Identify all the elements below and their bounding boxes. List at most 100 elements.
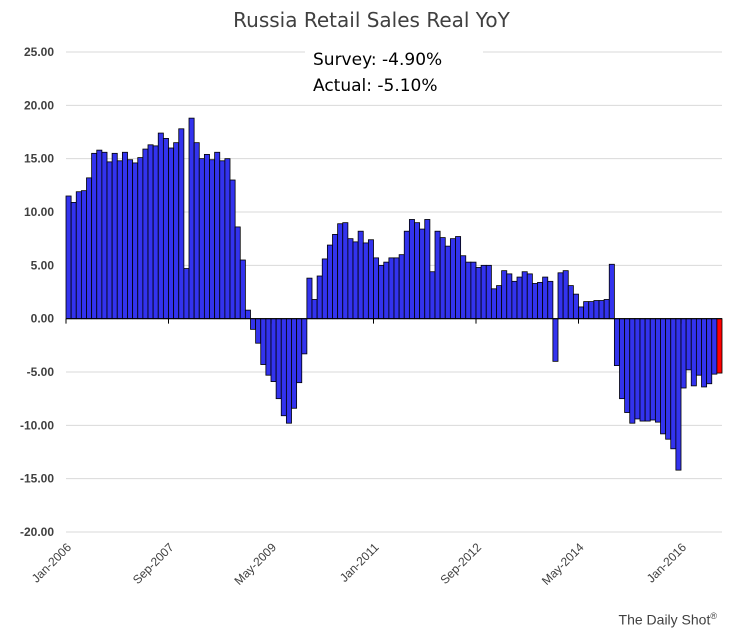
bar (634, 318, 641, 420)
survey-annotation: Survey: -4.90% (305, 50, 483, 70)
bar (265, 318, 272, 376)
bar (562, 270, 569, 320)
chart-title: Russia Retail Sales Real YoY (233, 8, 510, 32)
bar (654, 318, 661, 423)
bar (373, 257, 380, 320)
bar (147, 144, 154, 320)
bar (86, 177, 93, 320)
bar (711, 318, 718, 375)
y-axis-labels: 25.00 20.00 15.00 10.00 5.00 0.00 -5.00 -10.00 -… (20, 45, 54, 539)
y-tick-label: 15.00 (24, 152, 54, 166)
bar (506, 273, 513, 320)
zero-axis (65, 318, 722, 324)
bar (209, 159, 216, 320)
y-tick-label: -10.00 (20, 418, 54, 432)
bar (65, 195, 72, 320)
bar (526, 273, 533, 320)
x-axis-labels: Jan-2006 Sep-2007 May-2009 Jan-2011 Sep-2012… (29, 540, 690, 588)
bar (244, 309, 251, 320)
bar (91, 152, 98, 320)
bar (572, 293, 579, 320)
bar (414, 222, 421, 320)
bar (583, 301, 590, 320)
bar (116, 160, 123, 320)
x-tick-label: Sep-2007 (130, 540, 177, 587)
bar (280, 318, 287, 417)
bar (219, 160, 226, 320)
y-tick-label: 5.00 (31, 258, 55, 272)
y-tick-label: 0.00 (31, 312, 55, 326)
bar (608, 263, 615, 320)
bar (285, 318, 292, 424)
latest-bar (716, 318, 723, 374)
bar (552, 318, 559, 362)
bar (470, 261, 477, 320)
bar (588, 301, 595, 320)
bar (162, 137, 169, 320)
bar (455, 236, 462, 320)
bar (398, 254, 405, 320)
bar (393, 257, 400, 320)
y-tick-label: -5.00 (27, 365, 55, 379)
source-text: The Daily Shot (618, 611, 711, 628)
bar (137, 157, 144, 320)
bar (255, 318, 262, 344)
bar (367, 239, 374, 320)
bar (260, 318, 267, 365)
bar (250, 318, 257, 330)
bar (578, 306, 585, 320)
bar (270, 318, 277, 383)
bar (706, 318, 713, 385)
bar (603, 299, 610, 320)
y-tick-label: 25.00 (24, 45, 54, 59)
bar (521, 271, 528, 320)
bar (644, 318, 651, 422)
bar (214, 151, 221, 320)
bar (75, 191, 82, 320)
bar (311, 299, 318, 320)
bar (434, 230, 441, 320)
bar (480, 264, 487, 320)
bar (439, 237, 446, 320)
bar (429, 271, 436, 320)
bar (639, 318, 646, 422)
bar (690, 318, 697, 387)
bar (490, 288, 497, 320)
bar (629, 318, 636, 424)
bar (680, 318, 687, 389)
x-tick-label: Jan-2006 (29, 540, 75, 586)
x-tick-label: May-2014 (539, 540, 587, 588)
bar (449, 238, 456, 320)
bar (157, 132, 164, 320)
bar (321, 258, 328, 320)
bar (342, 222, 349, 320)
bar (152, 145, 159, 320)
bar (593, 300, 600, 320)
bar (624, 318, 631, 413)
bar (80, 190, 87, 320)
bar (444, 245, 451, 320)
bar (465, 261, 472, 320)
bar (649, 318, 656, 421)
bar (598, 300, 605, 320)
bar (619, 318, 626, 400)
source-credit: The Daily Shot® (619, 611, 717, 628)
bar (613, 318, 620, 367)
bar (296, 318, 303, 384)
bar (101, 151, 108, 320)
bar (424, 219, 431, 320)
bar (352, 241, 359, 320)
bar (275, 318, 282, 400)
x-tick-label: May-2009 (231, 540, 279, 588)
bar (326, 244, 333, 320)
bar (142, 148, 149, 320)
bar (419, 228, 426, 320)
bar (234, 226, 241, 320)
bar (291, 318, 298, 409)
x-tick-label: Jan-2016 (644, 540, 690, 586)
bar (403, 230, 410, 320)
bar (229, 179, 236, 320)
registered-mark: ® (710, 611, 717, 621)
bar (531, 283, 538, 320)
